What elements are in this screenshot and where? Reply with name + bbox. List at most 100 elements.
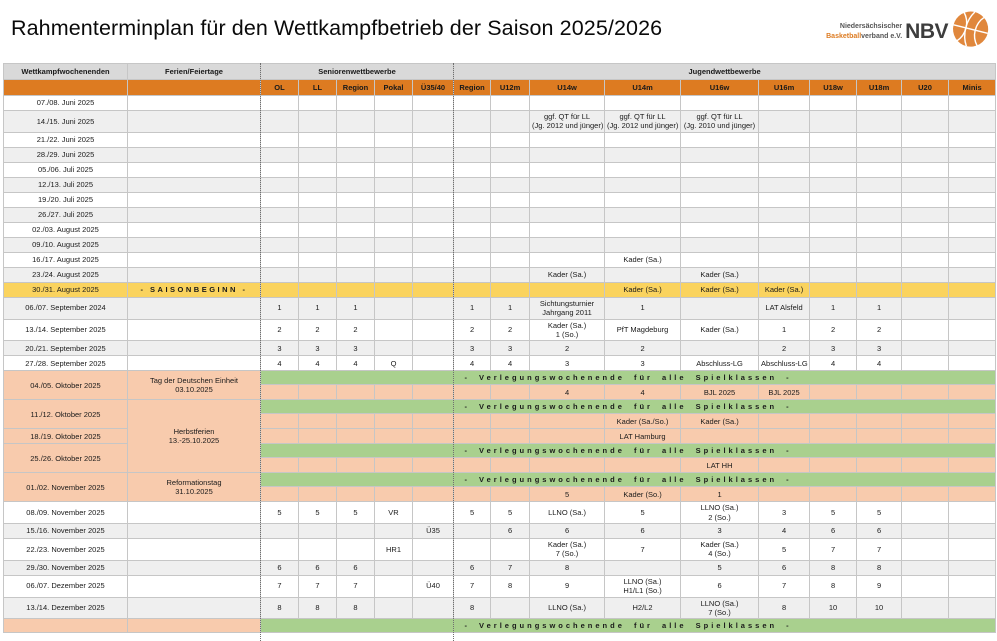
value-cell bbox=[901, 574, 950, 598]
value-cell bbox=[901, 281, 950, 298]
value-cell bbox=[411, 413, 455, 430]
value-cell bbox=[809, 486, 858, 503]
value-cell: Kader (Sa.) 7 (So.) bbox=[529, 538, 606, 561]
value-cell bbox=[411, 340, 455, 357]
value-cell: 1 bbox=[298, 296, 337, 320]
value-cell bbox=[336, 221, 375, 238]
value-cell bbox=[948, 355, 997, 372]
value-cell bbox=[453, 251, 492, 268]
column-header: U18w bbox=[809, 79, 858, 96]
value-cell bbox=[604, 161, 682, 178]
schedule-table: Wettkampfwochenenden Ferien/Feiertage Seni… bbox=[3, 63, 997, 634]
value-cell bbox=[809, 236, 858, 253]
value-cell bbox=[948, 161, 997, 178]
schedule-row: 04./05. Oktober 2025 Tag der Deutschen Ei… bbox=[3, 370, 997, 401]
value-cell bbox=[374, 384, 413, 401]
nbv-logo-line1: Niedersächsischer bbox=[839, 23, 903, 31]
value-cell bbox=[948, 296, 997, 320]
group-header-row: Wettkampfwochenenden Ferien/Feiertage Seni… bbox=[3, 63, 997, 80]
value-cell bbox=[604, 236, 682, 253]
value-cell bbox=[411, 296, 455, 320]
holiday-cell bbox=[127, 251, 261, 268]
value-cell bbox=[260, 110, 299, 133]
value-cell bbox=[680, 236, 760, 253]
value-cell bbox=[260, 428, 299, 445]
value-cell bbox=[374, 206, 413, 223]
value-cell bbox=[336, 281, 375, 298]
value-cell bbox=[411, 281, 455, 298]
value-cell: 5 bbox=[856, 501, 903, 524]
value-cell bbox=[336, 206, 375, 223]
value-cell bbox=[809, 191, 858, 208]
value-cell: HR1 bbox=[374, 538, 413, 561]
value-cell: 2 bbox=[336, 318, 375, 342]
value-cell bbox=[374, 559, 413, 576]
date-cell: 30./31. August 2025 bbox=[3, 281, 128, 298]
value-cell bbox=[758, 161, 811, 178]
value-cell bbox=[529, 191, 606, 208]
value-cell bbox=[298, 384, 337, 401]
schedule-row: 20./21. September 2025 3 3 3 3 3 2 2 2 3 3 bbox=[3, 340, 997, 357]
value-cell: 8 bbox=[758, 596, 811, 620]
value-cell: LLNO (Sa.) 2 (So.) bbox=[680, 501, 760, 524]
value-cell bbox=[948, 251, 997, 268]
value-cell: 7 bbox=[490, 559, 531, 576]
value-cell bbox=[948, 501, 997, 524]
value-cell bbox=[411, 110, 455, 133]
value-cell bbox=[453, 428, 492, 445]
value-cell bbox=[948, 574, 997, 598]
holiday-cell bbox=[127, 131, 261, 148]
schedule-row: 12./13. Juli 2025 bbox=[3, 176, 997, 193]
value-cell bbox=[374, 236, 413, 253]
value-cell bbox=[856, 251, 903, 268]
schedule-row: 21./22. Juni 2025 bbox=[3, 131, 997, 148]
value-cell: 8 bbox=[529, 559, 606, 576]
value-cell bbox=[680, 206, 760, 223]
value-cell bbox=[490, 146, 531, 163]
value-cell bbox=[453, 523, 492, 539]
value-cell: 1 bbox=[809, 296, 858, 320]
value-cell bbox=[260, 523, 299, 539]
value-cell bbox=[453, 413, 492, 430]
column-header: OL bbox=[260, 79, 299, 96]
value-cell bbox=[604, 457, 682, 474]
schedule-row: 26./27. Juli 2025 bbox=[3, 206, 997, 223]
value-cell: 5 bbox=[453, 501, 492, 524]
holiday-cell bbox=[127, 340, 261, 357]
value-cell bbox=[680, 131, 760, 148]
value-cell: Kader (So.) bbox=[604, 486, 682, 503]
value-cell bbox=[374, 574, 413, 598]
value-cell bbox=[948, 206, 997, 223]
value-cell bbox=[809, 251, 858, 268]
column-header bbox=[3, 79, 128, 96]
date-cell: 05./06. Juli 2025 bbox=[3, 161, 128, 178]
nbv-abbreviation: NBV bbox=[905, 20, 948, 43]
value-cell: 1 bbox=[856, 296, 903, 320]
date-cell: 18./19. Oktober 2025 bbox=[3, 428, 128, 445]
value-cell: Kader (Sa.) bbox=[680, 413, 760, 430]
nbv-logo: Niedersächsischer Basketballverband e.V.… bbox=[826, 10, 989, 53]
value-cell bbox=[529, 131, 606, 148]
value-cell bbox=[758, 95, 811, 111]
value-cell bbox=[411, 428, 455, 445]
value-cell: Kader (Sa.) bbox=[680, 266, 760, 283]
value-cell bbox=[411, 318, 455, 342]
date-cell: 13./14. September 2025 bbox=[3, 318, 128, 342]
value-cell bbox=[336, 131, 375, 148]
value-cell bbox=[948, 596, 997, 620]
holiday-cell bbox=[127, 559, 261, 576]
value-cell bbox=[374, 486, 413, 503]
value-cell: H2/L2 bbox=[604, 596, 682, 620]
value-cell bbox=[901, 110, 950, 133]
value-cell bbox=[901, 161, 950, 178]
value-cell bbox=[680, 161, 760, 178]
value-cell bbox=[490, 176, 531, 193]
value-cell bbox=[901, 559, 950, 576]
column-header bbox=[127, 79, 261, 96]
value-cell bbox=[490, 236, 531, 253]
value-cell bbox=[453, 221, 492, 238]
value-cell bbox=[856, 281, 903, 298]
value-cell bbox=[336, 110, 375, 133]
value-cell bbox=[453, 176, 492, 193]
value-cell bbox=[901, 251, 950, 268]
